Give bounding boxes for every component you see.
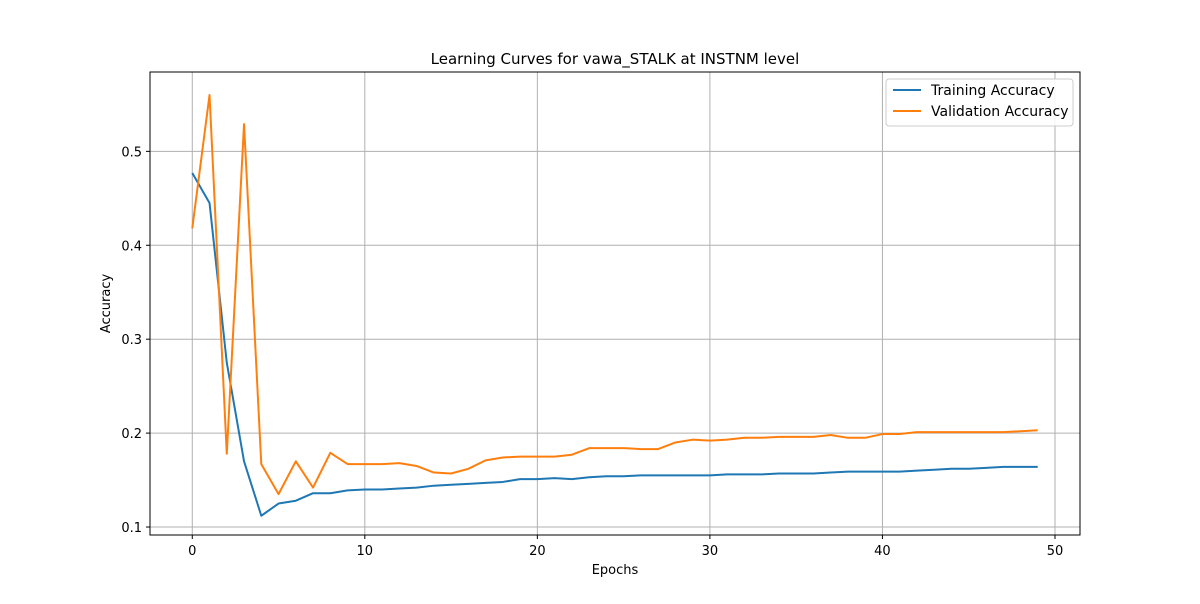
y-axis-label: Accuracy [99, 274, 114, 334]
x-tick-label: 50 [1047, 544, 1064, 559]
y-tick-label: 0.3 [121, 333, 142, 348]
x-tick-label: 40 [874, 544, 891, 559]
axis-ticks: 0 10 20 30 40 50 0.1 0.2 0.3 0.4 0.5 [121, 145, 1063, 559]
legend-label-validation: Validation Accuracy [931, 104, 1069, 120]
plot-frame [149, 71, 1081, 536]
x-tick-label: 0 [188, 544, 196, 559]
grid-lines [150, 72, 1080, 535]
legend: Training Accuracy Validation Accuracy [885, 78, 1074, 127]
series-lines [191, 94, 1038, 517]
y-tick-label: 0.5 [121, 145, 142, 160]
chart-title: Learning Curves for vawa_STALK at INSTNM… [431, 50, 800, 69]
legend-label-training: Training Accuracy [930, 83, 1055, 99]
y-tick-label: 0.1 [121, 521, 142, 536]
x-tick-label: 10 [357, 544, 374, 559]
y-tick-label: 0.4 [121, 239, 142, 254]
x-tick-label: 30 [702, 544, 719, 559]
legend-box [885, 78, 1074, 127]
series-line-training-accuracy [191, 172, 1038, 517]
series-line-validation-accuracy [191, 94, 1038, 496]
x-axis-label: Epochs [592, 563, 639, 578]
x-tick-label: 20 [529, 544, 546, 559]
y-tick-label: 0.2 [121, 427, 142, 442]
